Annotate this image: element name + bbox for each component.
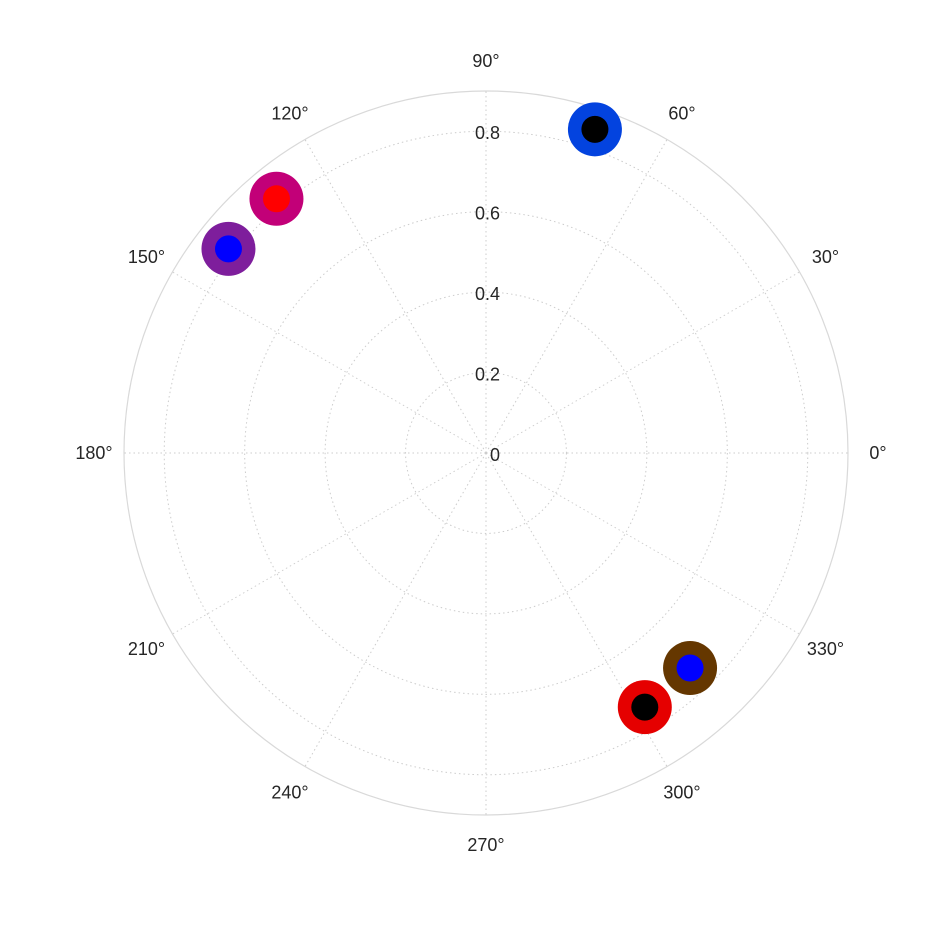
theta-tick-label: 240° [271, 782, 308, 802]
angular-gridline [485, 452, 800, 635]
data-point [567, 102, 622, 157]
theta-tick-label: 0° [869, 443, 886, 463]
data-points [201, 102, 718, 735]
radial-tick-labels: 0 0.2 0.4 0.6 0.8 [475, 123, 500, 465]
theta-tick-label: 300° [663, 782, 700, 802]
radial-tick-label: 0.2 [475, 365, 500, 385]
theta-tick-labels: 0° 30° 60° 90° 120° 150° 180° 210° 240° 270° 300° 3… [75, 51, 886, 855]
theta-tick-label: 120° [271, 104, 308, 124]
angular-gridline [172, 271, 487, 454]
data-point [617, 680, 672, 735]
data-point [201, 221, 256, 276]
radial-gridline [324, 291, 648, 615]
polar-outer-boundary [123, 90, 849, 816]
theta-tick-label: 60° [668, 104, 695, 124]
radial-gridline [405, 372, 567, 534]
radial-tick-label: 0.4 [475, 284, 500, 304]
data-point-inner-marker [631, 693, 659, 721]
angular-gridline [304, 452, 487, 767]
theta-tick-label: 270° [467, 835, 504, 855]
data-point [663, 641, 718, 696]
data-point [249, 171, 304, 226]
theta-tick-label: 210° [128, 639, 165, 659]
radial-gridline [244, 211, 728, 695]
data-point-inner-marker [262, 185, 290, 213]
theta-tick-label: 90° [472, 51, 499, 71]
theta-tick-label: 180° [75, 443, 112, 463]
angular-gridline [485, 139, 668, 454]
radial-tick-label: 0.8 [475, 123, 500, 143]
grid [123, 90, 849, 816]
data-point-inner-marker [676, 654, 704, 682]
radial-gridline [163, 130, 809, 776]
data-point-inner-marker [214, 235, 242, 263]
data-point-inner-marker [581, 115, 609, 143]
radial-tick-label: 0 [490, 445, 500, 465]
theta-tick-label: 150° [128, 247, 165, 267]
angular-gridline [485, 271, 800, 454]
radial-tick-label: 0.6 [475, 204, 500, 224]
angular-gridline [172, 452, 487, 635]
theta-tick-label: 30° [812, 247, 839, 267]
theta-tick-label: 330° [807, 639, 844, 659]
angular-gridline [304, 139, 487, 454]
